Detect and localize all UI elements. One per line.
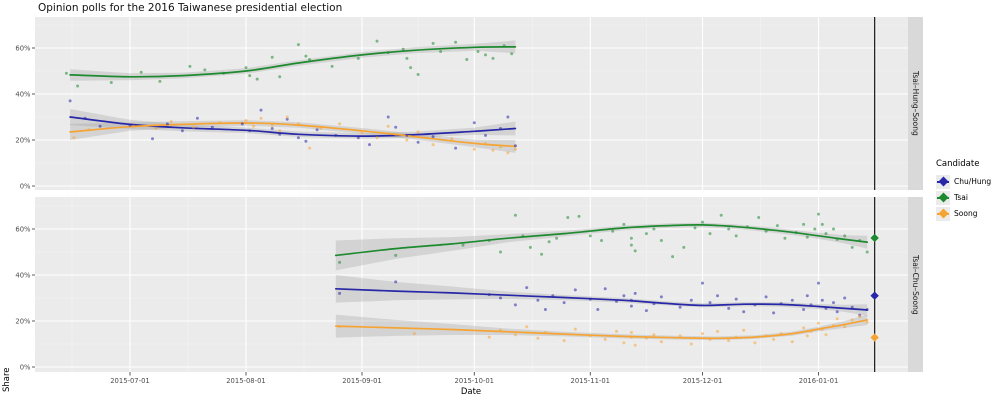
legend-item-label: Tsai (954, 193, 968, 202)
x-tick-label: 2015-11-01 (571, 377, 611, 385)
y-tick-label: 40% (15, 90, 31, 98)
legend-key-diamond-icon (936, 190, 950, 205)
y-tick-label: 20% (15, 136, 31, 144)
x-axis-label: Date (460, 387, 482, 397)
panel-tsai-chu-soong: 0% 20% 40% 60% (15, 197, 908, 372)
legend-item-label: Soong (954, 209, 978, 218)
y-tick-label: 60% (15, 44, 31, 52)
smooth-line-tsai (334, 224, 869, 257)
legend-item-tsai: Tsai (936, 190, 991, 205)
poll-points-chu-hung (68, 99, 517, 150)
y-axis-label: Share (2, 367, 12, 392)
ci-band-soong (335, 314, 868, 341)
x-tick-label: 2015-12-01 (683, 377, 723, 385)
smooth-line-tsai (69, 46, 517, 78)
legend-item-label: Chu/Hung (954, 177, 992, 186)
chart-title: Opinion polls for the 2016 Taiwanese pre… (38, 2, 343, 14)
election-result-diamond-soong (870, 333, 879, 342)
smooth-line-soong (334, 319, 869, 340)
legend-key-diamond-icon (936, 206, 950, 221)
facet-strip-label: Tsai–Chu–Soong (911, 254, 920, 315)
facet-strip-tsai-chu-soong: Tsai–Chu–Soong (908, 197, 923, 372)
election-result-diamond-tsai (870, 233, 879, 243)
gridlines-major (35, 17, 908, 190)
y-tick-label: 20% (15, 317, 31, 325)
x-tick-label: 2015-07-01 (110, 377, 150, 385)
poll-points-tsai (338, 212, 869, 264)
panel-tsai-hung-soong: 0% 20% 40% 60% (15, 17, 908, 190)
legend-title: Candidate (936, 159, 980, 169)
x-tick-label: 2015-08-01 (226, 377, 266, 385)
x-tick-label: 2016-01-01 (799, 377, 839, 385)
legend-key-diamond-icon (936, 174, 950, 189)
y-tick-label: 0% (20, 182, 31, 190)
ci-band-chu-hung (335, 275, 868, 316)
ci-band-chu-hung (70, 109, 516, 139)
facet-strip-label: Tsai–Hung–Soong (911, 71, 920, 136)
x-tick-label: 2015-10-01 (455, 377, 495, 385)
gridlines-minor (35, 17, 908, 190)
y-tick-label: 40% (15, 271, 31, 279)
y-tick-label: 0% (20, 363, 31, 371)
smooth-line-chu-hung (334, 287, 869, 311)
legend-item-soong: Soong (936, 206, 991, 221)
gridlines-minor (35, 197, 908, 372)
poll-points-soong (72, 115, 517, 155)
ci-band-tsai (335, 222, 868, 271)
gridlines-major (35, 197, 908, 372)
x-tick-label: 2015-09-01 (342, 377, 382, 385)
election-result-diamond-chu-hung (870, 291, 879, 300)
legend: Candidate Chu/Hung Tsai Soong (936, 159, 991, 222)
facet-strip-tsai-hung-soong: Tsai–Hung–Soong (908, 17, 923, 190)
poll-points-soong (338, 314, 869, 347)
poll-points-tsai (64, 39, 514, 88)
legend-item-chu-hung: Chu/Hung (936, 174, 991, 189)
poll-points-chu-hung (338, 280, 869, 317)
y-tick-label: 60% (15, 225, 31, 233)
